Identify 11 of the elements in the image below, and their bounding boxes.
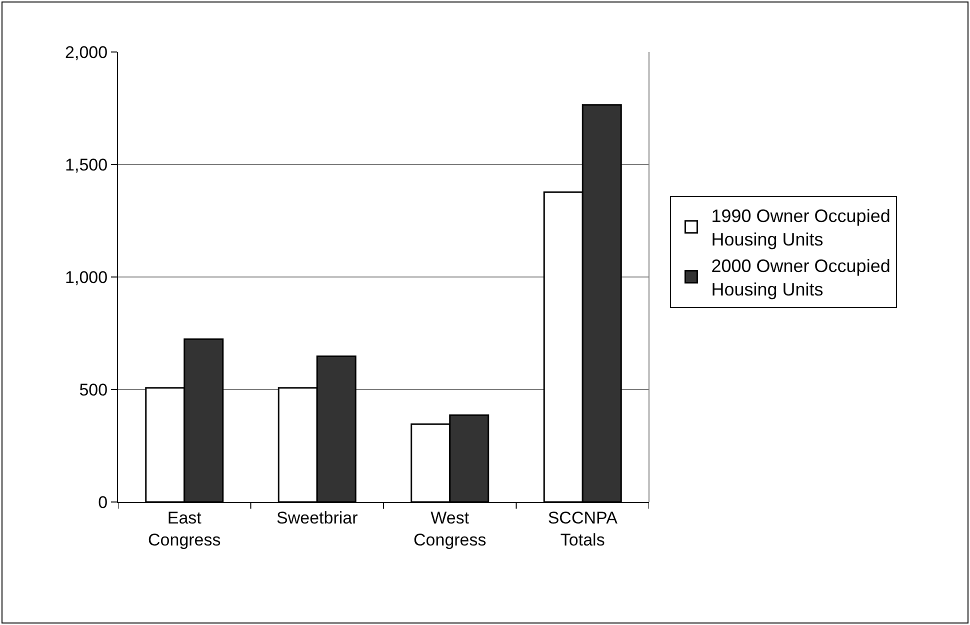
legend-label: 1990 Owner Occupied Housing Units <box>711 206 890 250</box>
y-tick-label: 2,000 <box>65 42 108 62</box>
legend-label: 2000 Owner Occupied Housing Units <box>711 256 890 300</box>
y-tick-label: 500 <box>79 380 108 400</box>
x-tick-label: West Congress <box>413 508 486 550</box>
x-tick-label: SCCNPA Totals <box>548 508 618 550</box>
y-tick-label: 1,500 <box>65 155 108 174</box>
y-tick-label: 1,000 <box>65 268 108 287</box>
x-tick-label: East Congress <box>148 508 221 550</box>
y-tick-label: 0 <box>98 492 108 512</box>
x-tick-label: Sweetbriar <box>276 508 358 528</box>
